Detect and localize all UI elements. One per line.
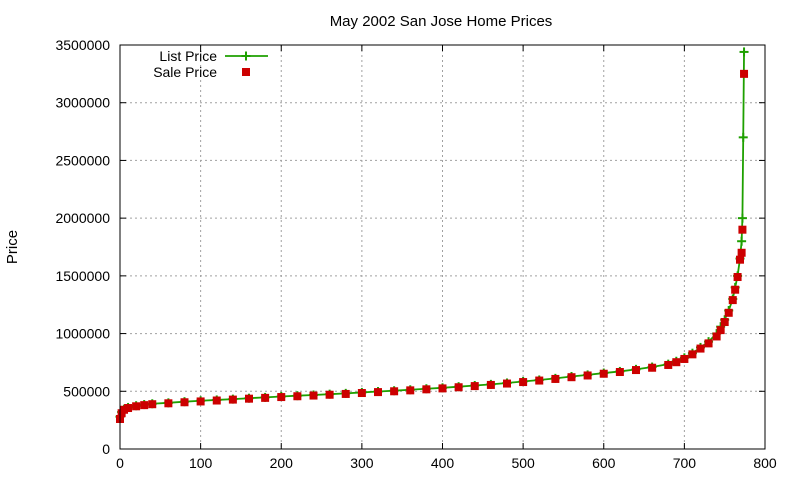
data-point bbox=[357, 389, 366, 398]
data-point bbox=[148, 400, 157, 409]
series-layer bbox=[115, 47, 749, 423]
y-axis-label: Price bbox=[4, 230, 21, 264]
data-point bbox=[454, 383, 463, 392]
data-point bbox=[486, 380, 495, 389]
data-point bbox=[704, 339, 713, 348]
y-tick-label: 3500000 bbox=[55, 37, 110, 53]
data-point bbox=[567, 373, 576, 382]
data-point bbox=[716, 326, 725, 335]
data-point bbox=[261, 393, 270, 402]
data-point bbox=[390, 387, 399, 396]
data-point bbox=[245, 394, 253, 403]
x-tick-label: 200 bbox=[270, 455, 294, 471]
data-point bbox=[731, 285, 740, 294]
data-point bbox=[325, 390, 334, 399]
data-point bbox=[583, 371, 592, 380]
data-point bbox=[599, 369, 608, 378]
data-point bbox=[180, 398, 189, 407]
data-point bbox=[680, 354, 689, 363]
data-point bbox=[470, 382, 479, 391]
axis-ticks: 0 100 200 300 400 500 600 700 800 0 500000 1000000 1… bbox=[55, 37, 776, 471]
x-tick-label: 0 bbox=[116, 455, 124, 471]
data-point bbox=[738, 225, 747, 234]
x-tick-label: 300 bbox=[350, 455, 374, 471]
data-point bbox=[164, 399, 173, 408]
data-point bbox=[535, 376, 544, 385]
data-point bbox=[551, 374, 560, 383]
data-point bbox=[293, 392, 302, 401]
data-point bbox=[736, 255, 745, 264]
data-point bbox=[664, 360, 673, 369]
legend-label: List Price bbox=[159, 48, 217, 64]
y-tick-label: 3000000 bbox=[55, 95, 110, 111]
data-point bbox=[720, 318, 729, 327]
data-point bbox=[737, 213, 747, 223]
data-point bbox=[196, 397, 205, 406]
data-point bbox=[672, 358, 681, 367]
data-point bbox=[438, 384, 447, 393]
data-point bbox=[422, 385, 431, 394]
data-point bbox=[737, 248, 746, 257]
chart-title: May 2002 San Jose Home Prices bbox=[330, 13, 553, 30]
x-tick-label: 600 bbox=[592, 455, 616, 471]
legend-swatch-marker bbox=[241, 51, 251, 61]
y-tick-label: 2000000 bbox=[55, 210, 110, 226]
data-point bbox=[724, 308, 733, 317]
data-point bbox=[120, 405, 129, 414]
legend-swatch-marker bbox=[242, 68, 250, 76]
data-point bbox=[341, 389, 350, 398]
x-tick-label: 700 bbox=[673, 455, 697, 471]
data-point bbox=[374, 388, 382, 397]
data-point bbox=[739, 47, 749, 57]
data-point bbox=[712, 332, 721, 341]
sale-price-series bbox=[116, 69, 749, 423]
y-tick-label: 0 bbox=[102, 441, 110, 457]
y-tick-label: 2500000 bbox=[55, 152, 110, 168]
data-point bbox=[615, 368, 624, 377]
y-tick-label: 1500000 bbox=[55, 268, 110, 284]
data-point bbox=[132, 402, 141, 411]
x-tick-label: 800 bbox=[753, 455, 777, 471]
x-tick-label: 100 bbox=[189, 455, 213, 471]
data-point bbox=[277, 393, 286, 402]
data-point bbox=[733, 273, 742, 282]
data-point bbox=[519, 378, 528, 387]
data-point bbox=[140, 401, 149, 410]
data-point bbox=[309, 391, 318, 400]
x-tick-label: 500 bbox=[511, 455, 535, 471]
data-point bbox=[738, 132, 748, 142]
data-point bbox=[728, 296, 737, 305]
data-point bbox=[688, 350, 697, 359]
y-tick-label: 500000 bbox=[63, 383, 110, 399]
data-point bbox=[632, 366, 640, 375]
data-point bbox=[212, 396, 221, 405]
data-point bbox=[737, 236, 747, 246]
x-tick-label: 400 bbox=[431, 455, 455, 471]
data-point bbox=[696, 344, 705, 353]
data-point bbox=[406, 386, 415, 395]
data-point bbox=[124, 404, 133, 413]
data-point bbox=[228, 395, 237, 404]
data-point bbox=[740, 69, 749, 78]
data-point bbox=[503, 379, 511, 388]
legend-label: Sale Price bbox=[153, 64, 217, 80]
y-tick-label: 1000000 bbox=[55, 326, 110, 342]
data-point bbox=[648, 363, 657, 372]
